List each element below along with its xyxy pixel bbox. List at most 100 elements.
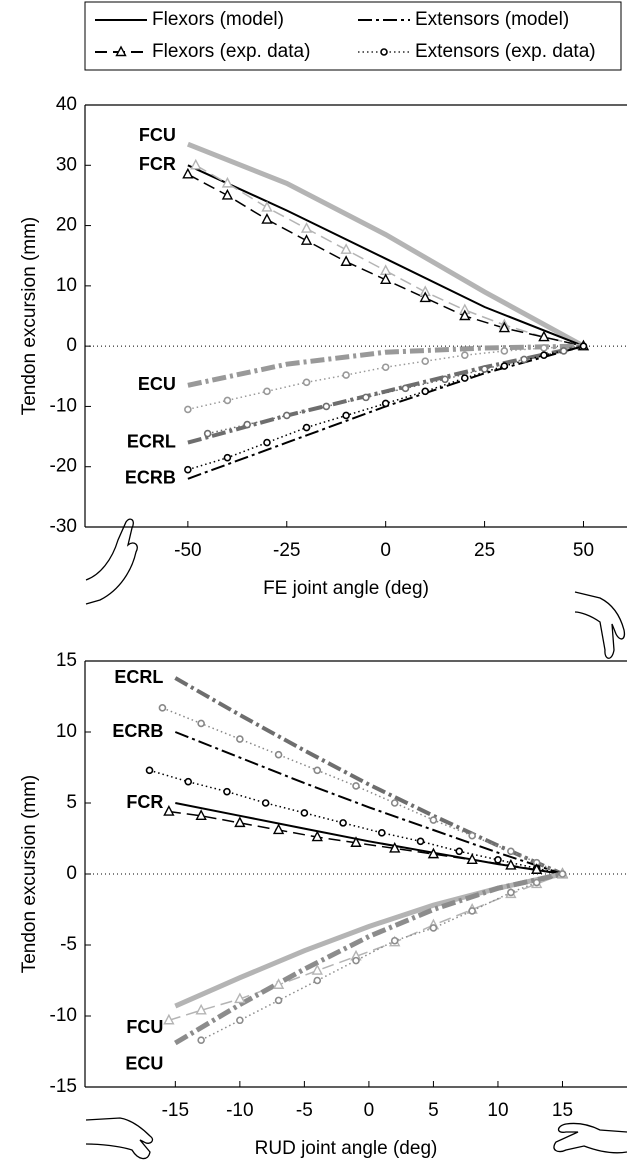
y-tick-label: 0 [66, 863, 77, 884]
data-marker [421, 357, 430, 366]
y-tick-label: 10 [56, 275, 77, 296]
data-marker [311, 830, 323, 842]
data-marker [500, 362, 509, 370]
data-marker [468, 831, 476, 840]
y-tick-label: -10 [50, 395, 77, 416]
data-marker [352, 782, 360, 790]
data-marker [466, 853, 478, 864]
data-marker [302, 423, 311, 432]
data-marker [532, 878, 541, 887]
series-label: ECU [138, 374, 176, 394]
data-marker [300, 809, 309, 817]
data-marker [184, 777, 193, 786]
data-marker [313, 766, 322, 775]
data-marker [300, 222, 313, 233]
series-line [186, 141, 585, 349]
series-line [175, 802, 563, 875]
data-marker [223, 787, 231, 796]
series-label: ECRB [112, 721, 163, 741]
x-tick-label: 5 [428, 1100, 439, 1121]
y-tick-label: 10 [56, 721, 77, 742]
data-marker [498, 321, 511, 333]
series-line [168, 810, 563, 875]
data-marker [538, 330, 550, 342]
hand-icon [553, 1122, 627, 1154]
data-marker [460, 374, 469, 382]
data-marker [261, 799, 270, 807]
y-tick-label: -20 [50, 456, 77, 477]
data-marker [322, 402, 331, 411]
x-tick-label: -25 [273, 540, 300, 561]
data-marker [158, 704, 167, 712]
x-tick-label: -15 [162, 1100, 189, 1121]
series-label: FCR [126, 792, 163, 812]
hand-icon [574, 591, 626, 659]
data-marker [261, 213, 273, 224]
y-tick-label: -15 [50, 1076, 77, 1097]
data-marker [221, 188, 234, 200]
data-marker [352, 956, 360, 965]
x-tick-label: 10 [487, 1100, 508, 1121]
data-marker [505, 858, 517, 870]
data-marker [362, 393, 370, 402]
data-marker [243, 420, 252, 429]
series-line [187, 173, 584, 347]
data-marker [282, 411, 291, 420]
hand-icon [85, 518, 138, 605]
series-line [187, 345, 584, 471]
legend-box [84, 1, 622, 71]
data-marker [350, 836, 362, 847]
series-line [187, 343, 584, 388]
series-label: ECRL [127, 431, 176, 451]
data-marker [234, 816, 246, 828]
series-line [168, 873, 563, 1022]
data-marker [381, 399, 390, 408]
legend-label: Flexors (model) [152, 9, 284, 30]
series-line [187, 345, 584, 411]
data-marker [429, 816, 438, 824]
y-tick-label: 40 [56, 94, 77, 115]
series-label: ECU [125, 1054, 163, 1074]
data-marker [234, 992, 246, 1004]
data-marker [427, 847, 440, 859]
data-marker [302, 378, 311, 387]
data-marker [223, 453, 232, 462]
data-marker [272, 823, 285, 835]
x-tick-label: -5 [296, 1100, 313, 1121]
data-marker [300, 234, 313, 245]
data-marker [263, 387, 271, 396]
series-line [174, 731, 563, 875]
legend-label: Extensors (model) [415, 9, 569, 30]
data-marker [520, 355, 528, 364]
data-marker [480, 365, 489, 373]
data-marker [342, 411, 350, 420]
data-marker [500, 347, 509, 355]
series-line [174, 871, 564, 1009]
hand-icons [85, 518, 627, 1160]
data-marker [272, 978, 285, 989]
data-marker [468, 907, 476, 915]
y-tick-label: 5 [66, 792, 77, 813]
x-tick-label: 0 [364, 1100, 375, 1121]
series-label: FCU [139, 125, 176, 145]
y-tick-label: 30 [56, 154, 77, 175]
data-marker [311, 964, 323, 975]
data-marker [540, 344, 548, 352]
data-marker [145, 766, 154, 775]
series-line [149, 769, 563, 875]
y-tick-label: -30 [50, 516, 77, 537]
data-marker [419, 291, 431, 303]
data-marker [416, 837, 425, 846]
data-marker [313, 976, 322, 985]
data-marker [197, 719, 205, 728]
x-tick-label: 0 [380, 540, 391, 561]
data-marker [579, 342, 588, 350]
data-marker [261, 200, 273, 212]
y-tick-label: 15 [56, 650, 77, 671]
data-marker [540, 351, 548, 359]
data-marker [342, 371, 350, 379]
data-marker [441, 375, 449, 384]
data-marker [380, 264, 392, 275]
x-tick-label: 25 [474, 540, 495, 561]
